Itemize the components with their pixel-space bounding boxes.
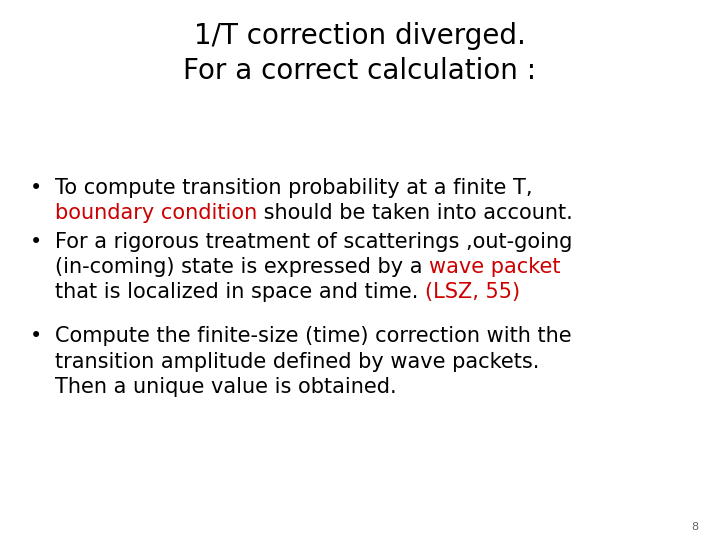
Text: 1/T correction diverged.
For a correct calculation :: 1/T correction diverged. For a correct c… bbox=[184, 22, 536, 85]
Text: should be taken into account.: should be taken into account. bbox=[257, 203, 573, 223]
Text: (in-coming) state is expressed by a: (in-coming) state is expressed by a bbox=[55, 257, 429, 277]
Text: For a rigorous treatment of scatterings ,out-going: For a rigorous treatment of scatterings … bbox=[55, 232, 572, 252]
Text: wave packet: wave packet bbox=[429, 257, 561, 277]
Text: •: • bbox=[30, 178, 42, 198]
Text: •: • bbox=[30, 232, 42, 252]
Text: 8: 8 bbox=[691, 522, 698, 532]
Text: boundary condition: boundary condition bbox=[55, 203, 257, 223]
Text: that is localized in space and time.: that is localized in space and time. bbox=[55, 282, 425, 302]
Text: (LSZ, 55): (LSZ, 55) bbox=[425, 282, 520, 302]
Text: To compute transition probability at a finite T,: To compute transition probability at a f… bbox=[55, 178, 533, 198]
Text: •: • bbox=[30, 326, 42, 346]
Text: Compute the finite-size (time) correction with the
transition amplitude defined : Compute the finite-size (time) correctio… bbox=[55, 326, 572, 397]
